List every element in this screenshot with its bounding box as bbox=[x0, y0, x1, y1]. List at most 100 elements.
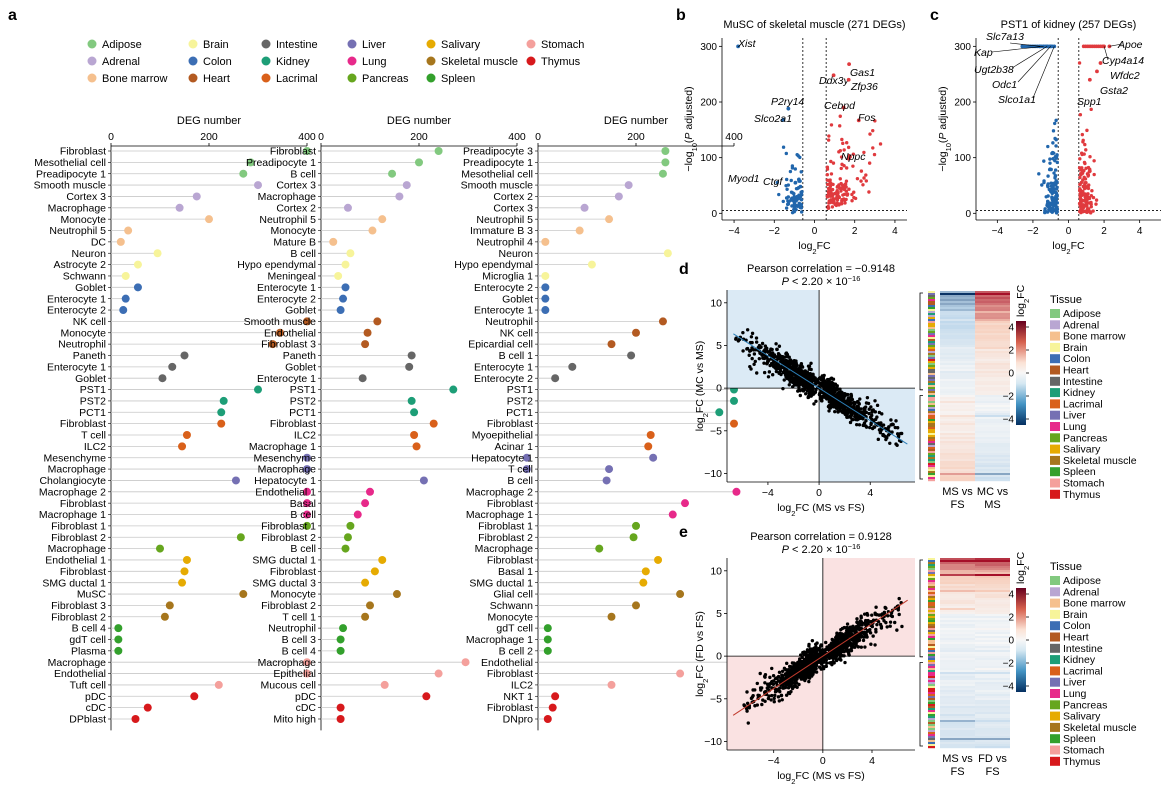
x-tick-label: 0 bbox=[1066, 226, 1072, 237]
gene-point bbox=[854, 641, 858, 646]
heatmap-cell bbox=[975, 576, 1010, 579]
tissue-annotation-cell bbox=[928, 600, 935, 603]
heatmap-cell bbox=[940, 702, 975, 705]
gene-point bbox=[809, 378, 814, 383]
colorbar-tick-label: 0 bbox=[1008, 369, 1014, 380]
gene-point bbox=[874, 605, 878, 609]
cell-type-label: Macrophage 1 bbox=[249, 441, 316, 453]
gene-point bbox=[779, 693, 784, 698]
lollipop-dot bbox=[358, 374, 367, 383]
legend-swatch bbox=[261, 73, 271, 83]
tissue-annotation-cell bbox=[928, 339, 935, 342]
gene-point bbox=[746, 721, 750, 725]
gene-label: P2ry14 bbox=[771, 96, 804, 108]
heatmap-cell bbox=[940, 664, 975, 667]
lollipop-dot bbox=[580, 203, 589, 212]
gene-point bbox=[792, 666, 796, 670]
tissue-annotation-cell bbox=[928, 702, 935, 705]
gene-point-up bbox=[826, 138, 831, 142]
x-tick-label: 200 bbox=[627, 131, 645, 143]
gene-point-up bbox=[1086, 192, 1090, 196]
tissue-annotation-cell bbox=[928, 722, 935, 725]
gene-point bbox=[758, 671, 762, 676]
tissue-annotation-cell bbox=[928, 660, 935, 663]
heatmap-cell bbox=[975, 329, 1010, 332]
heatmap-cell bbox=[975, 455, 1010, 458]
lollipop-dot bbox=[336, 306, 345, 315]
gene-point-up bbox=[1078, 175, 1082, 180]
cell-type-label: B cell bbox=[290, 509, 316, 521]
heatmap-cell bbox=[940, 445, 975, 448]
lollipop-dot bbox=[219, 396, 228, 405]
lollipop-dot bbox=[180, 351, 189, 360]
tissue-annotation-cell bbox=[928, 375, 935, 378]
heatmap-cell bbox=[940, 417, 975, 420]
lollipop-dot bbox=[303, 499, 311, 508]
heatmap-column-label: MS bbox=[984, 499, 1001, 511]
gene-point bbox=[825, 382, 830, 386]
cell-type-label: Neutrophil 5 bbox=[476, 214, 533, 226]
lollipop-dot bbox=[607, 612, 616, 621]
gene-point bbox=[806, 373, 810, 378]
gene-point-down bbox=[1042, 180, 1046, 185]
heatmap-cell bbox=[940, 477, 975, 480]
gene-point-up bbox=[841, 186, 845, 191]
lollipop-dot bbox=[449, 385, 458, 394]
heatmap-column-label: MS vs bbox=[942, 486, 973, 498]
gene-point-up bbox=[839, 155, 844, 159]
legend-label: Liver bbox=[362, 39, 386, 51]
tissue-annotation-cell bbox=[928, 325, 935, 328]
gene-point-down bbox=[792, 194, 796, 199]
gene-point-up bbox=[1081, 138, 1085, 142]
heatmap-cell bbox=[940, 668, 975, 671]
gene-point-up bbox=[842, 148, 846, 152]
heatmap-cell bbox=[975, 337, 1010, 340]
tissue-annotation-cell bbox=[928, 570, 935, 573]
lollipop-dot bbox=[434, 669, 443, 678]
dendrogram-bracket bbox=[919, 292, 923, 391]
gene-point bbox=[893, 620, 897, 625]
heatmap-cell bbox=[940, 676, 975, 679]
gene-point bbox=[848, 625, 852, 629]
x-tick-label: 400 bbox=[508, 131, 526, 143]
gene-point bbox=[781, 360, 785, 364]
lollipop-dot bbox=[412, 442, 421, 451]
gene-point-down bbox=[793, 167, 798, 171]
heatmap-cell bbox=[975, 393, 1010, 396]
legend-swatch bbox=[1050, 609, 1060, 619]
gene-point bbox=[757, 693, 761, 698]
x-tick-label: 4 bbox=[1137, 226, 1143, 237]
heatmap-cell bbox=[940, 441, 975, 444]
lollipop-dot bbox=[541, 294, 550, 303]
panel-letter-d: d bbox=[679, 261, 689, 278]
heatmap-cell bbox=[975, 303, 1010, 306]
heatmap-cell bbox=[975, 732, 1010, 735]
heatmap-cell bbox=[940, 373, 975, 376]
tissue-annotation-cell bbox=[928, 628, 935, 631]
panel-letter-e: e bbox=[679, 524, 688, 541]
lollipop-dot bbox=[663, 249, 672, 258]
heatmap-cell bbox=[975, 588, 1010, 591]
heatmap-cell bbox=[940, 632, 975, 635]
gene-point bbox=[778, 689, 782, 694]
heatmap-cell bbox=[975, 618, 1010, 621]
heatmap-cell bbox=[940, 596, 975, 599]
gene-point-down bbox=[1048, 203, 1053, 208]
tissue-annotation-cell bbox=[928, 357, 935, 360]
lollipop-dot bbox=[217, 408, 226, 417]
tissue-annotation-cell bbox=[928, 672, 935, 675]
tissue-annotation-cell bbox=[928, 744, 935, 747]
heatmap-cell bbox=[975, 682, 1010, 685]
gene-label: Wfdc2 bbox=[1110, 70, 1140, 82]
gene-label: Kap bbox=[974, 47, 993, 59]
lollipop-dot bbox=[336, 646, 345, 655]
gene-point-up bbox=[1083, 142, 1087, 147]
heatmap-cell bbox=[975, 564, 1010, 567]
heatmap-cell bbox=[940, 317, 975, 320]
gene-point bbox=[870, 417, 874, 421]
tissue-annotation-cell bbox=[928, 301, 935, 304]
heatmap-cell bbox=[940, 471, 975, 474]
gene-point bbox=[785, 671, 789, 676]
gene-point bbox=[886, 433, 891, 437]
gene-point bbox=[792, 663, 796, 667]
